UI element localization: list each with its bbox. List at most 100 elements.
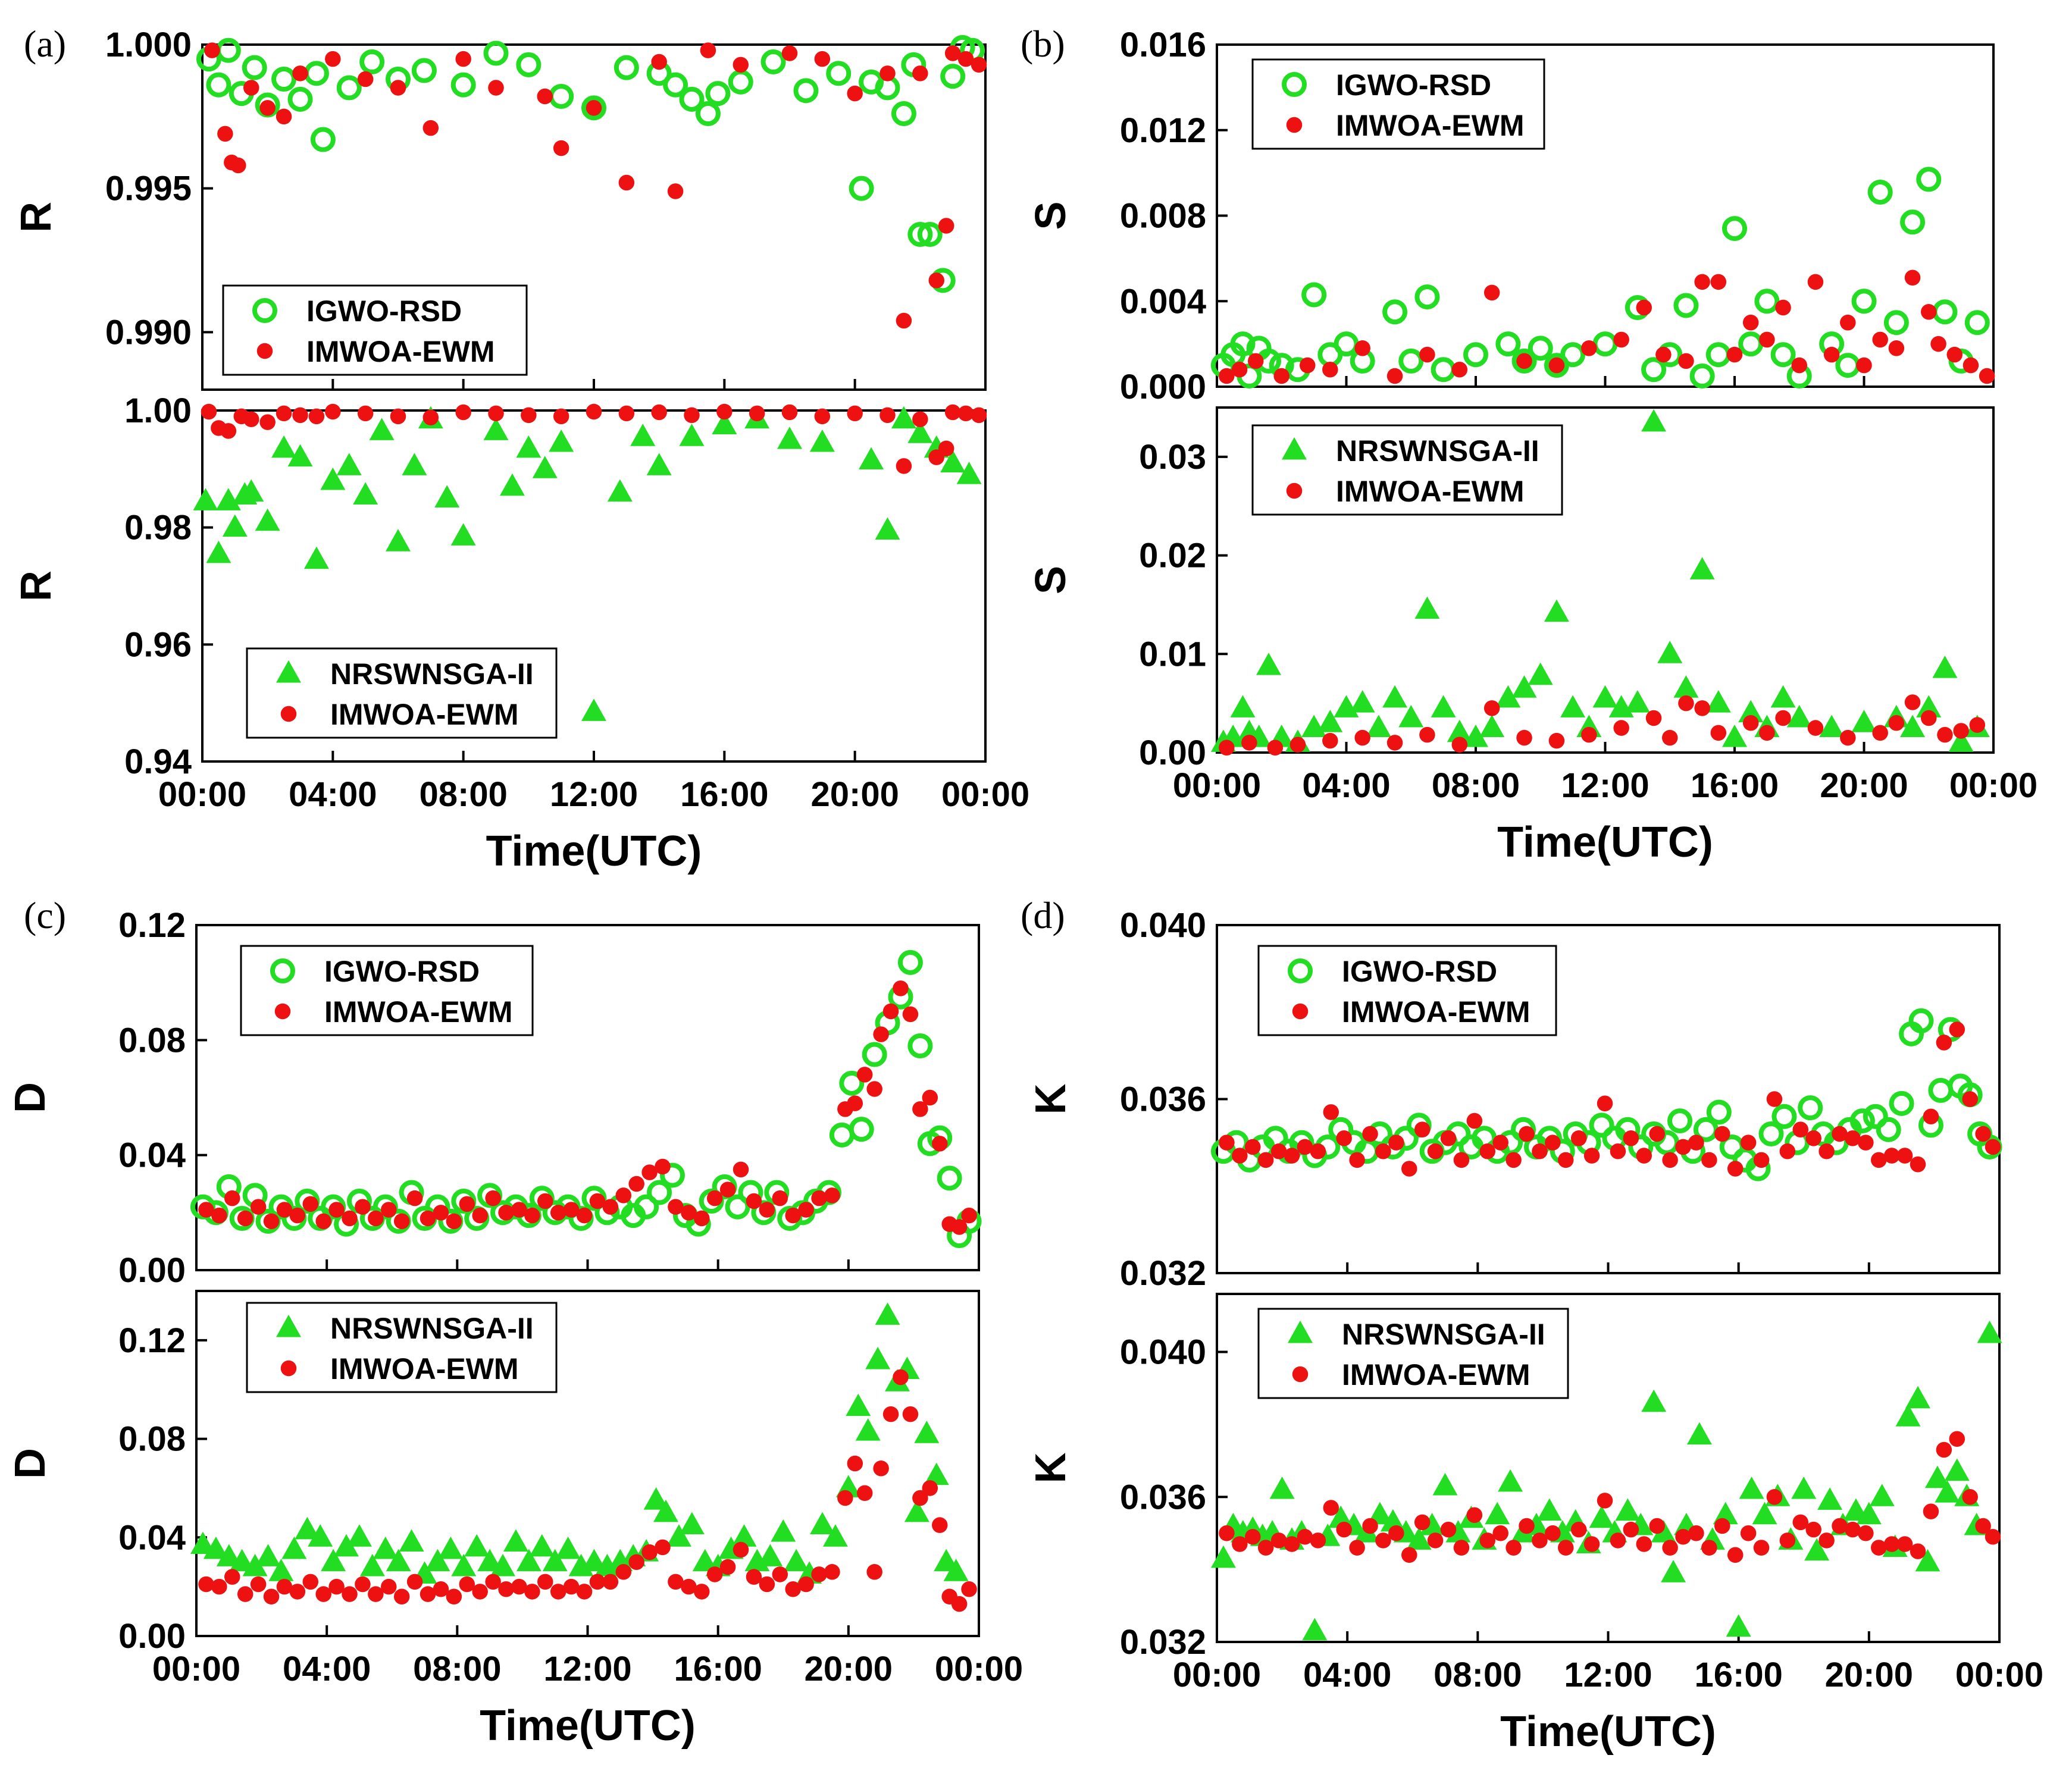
data-point bbox=[891, 101, 916, 126]
data-point bbox=[1915, 1549, 1940, 1572]
data-point bbox=[1738, 700, 1764, 723]
data-point bbox=[628, 1176, 644, 1192]
data-point bbox=[1427, 1143, 1444, 1159]
data-point bbox=[615, 1187, 632, 1204]
data-point bbox=[1362, 1126, 1378, 1142]
y-tick-label: 0.01 bbox=[1139, 635, 1206, 673]
data-point bbox=[907, 222, 933, 247]
data-point bbox=[733, 1541, 749, 1558]
y-axis-title: D bbox=[7, 1082, 54, 1113]
legend-box bbox=[1257, 945, 1557, 1036]
data-point bbox=[1466, 1112, 1483, 1129]
data-point bbox=[893, 980, 909, 996]
data-point bbox=[1231, 361, 1248, 378]
data-point bbox=[450, 72, 476, 98]
data-point bbox=[1532, 1143, 1548, 1159]
data-point bbox=[1570, 1521, 1587, 1538]
data-point bbox=[749, 405, 765, 422]
data-point bbox=[302, 1196, 319, 1212]
data-point bbox=[1775, 710, 1791, 726]
data-point bbox=[1876, 1117, 1901, 1142]
data-point bbox=[653, 1499, 678, 1522]
legend: NRSWNSGA-II IMWOA-EWM bbox=[246, 647, 558, 739]
data-point bbox=[1953, 723, 1969, 739]
data-point bbox=[891, 406, 916, 429]
data-point bbox=[242, 55, 267, 80]
series-imwoa-ewm bbox=[1219, 694, 1986, 756]
data-point bbox=[302, 1574, 319, 1590]
data-point bbox=[203, 1536, 229, 1559]
data-point bbox=[1581, 726, 1597, 743]
data-point bbox=[1219, 368, 1235, 384]
data-point bbox=[1904, 694, 1921, 710]
data-point bbox=[425, 1549, 450, 1572]
data-point bbox=[1804, 1538, 1830, 1561]
data-point bbox=[1883, 1148, 1900, 1164]
data-point bbox=[746, 1569, 762, 1585]
data-point bbox=[1916, 695, 1942, 717]
data-point bbox=[289, 1207, 306, 1224]
data-point bbox=[811, 1566, 827, 1582]
data-point bbox=[1445, 1520, 1471, 1543]
data-point bbox=[1766, 1488, 1783, 1505]
data-point bbox=[837, 1490, 853, 1506]
legend-label: IGWO-RSD bbox=[1342, 955, 1497, 988]
data-point bbox=[516, 1549, 542, 1572]
data-point bbox=[1636, 1148, 1652, 1164]
data-point bbox=[1727, 1161, 1744, 1177]
data-point bbox=[1310, 1143, 1326, 1159]
data-points bbox=[196, 35, 987, 329]
data-point bbox=[1375, 1532, 1391, 1549]
data-point bbox=[1463, 725, 1488, 747]
data-point bbox=[433, 1581, 449, 1597]
data-point bbox=[922, 1480, 938, 1496]
data-point bbox=[1770, 685, 1796, 708]
x-tick-label: 16:00 bbox=[680, 775, 768, 814]
panel-d-top: 0.032 0.036 0.040 K (d) IGWO-RSD IMWOA-EWM bbox=[1021, 894, 2002, 1293]
data-point bbox=[784, 1549, 809, 1572]
legend-label: IMWOA-EWM bbox=[324, 995, 513, 1029]
data-point bbox=[1759, 331, 1775, 348]
data-point bbox=[1548, 357, 1565, 374]
data-point bbox=[809, 429, 835, 452]
data-point bbox=[931, 1517, 948, 1533]
data-point bbox=[1479, 714, 1505, 738]
legend-label: NRSWNSGA-II bbox=[330, 657, 534, 691]
data-point bbox=[455, 404, 471, 421]
data-point bbox=[1889, 1090, 1914, 1116]
data-point bbox=[917, 222, 943, 247]
data-point bbox=[1985, 1139, 2001, 1155]
data-point bbox=[1883, 310, 1909, 336]
data-point bbox=[537, 88, 553, 105]
data-point bbox=[1641, 357, 1667, 383]
legend-marker bbox=[1288, 958, 1313, 983]
x-tick-label: 16:00 bbox=[674, 1650, 762, 1688]
data-point bbox=[1641, 1389, 1667, 1412]
data-point bbox=[1401, 1547, 1417, 1563]
data-point bbox=[829, 1122, 855, 1148]
data-point bbox=[1592, 685, 1618, 708]
data-point bbox=[1284, 1148, 1300, 1164]
data-point bbox=[516, 435, 542, 458]
data-point bbox=[1506, 1152, 1522, 1168]
y-tick-label: 0.036 bbox=[1120, 1080, 1206, 1119]
data-point bbox=[1900, 714, 1926, 738]
y-axis-title: S bbox=[1027, 201, 1075, 230]
panel-a-top: 0.990 0.995 1.000 R (a) IGWO-RSD IMWOA-EWM bbox=[12, 23, 987, 391]
data-point bbox=[956, 462, 982, 484]
data-point bbox=[550, 1584, 566, 1600]
data-point bbox=[434, 485, 460, 507]
data-point bbox=[914, 1421, 940, 1443]
data-point bbox=[1963, 357, 1979, 374]
y-tick-label: 0.02 bbox=[1139, 537, 1206, 575]
legend-marker bbox=[1288, 1320, 1313, 1343]
data-point bbox=[532, 456, 558, 478]
data-point bbox=[1701, 1152, 1717, 1168]
data-point bbox=[1807, 274, 1824, 290]
data-point bbox=[882, 1406, 899, 1422]
data-point bbox=[287, 86, 313, 112]
data-point bbox=[1786, 704, 1812, 728]
data-point bbox=[847, 1455, 863, 1472]
data-point bbox=[1492, 1525, 1508, 1541]
data-point bbox=[811, 1190, 827, 1206]
